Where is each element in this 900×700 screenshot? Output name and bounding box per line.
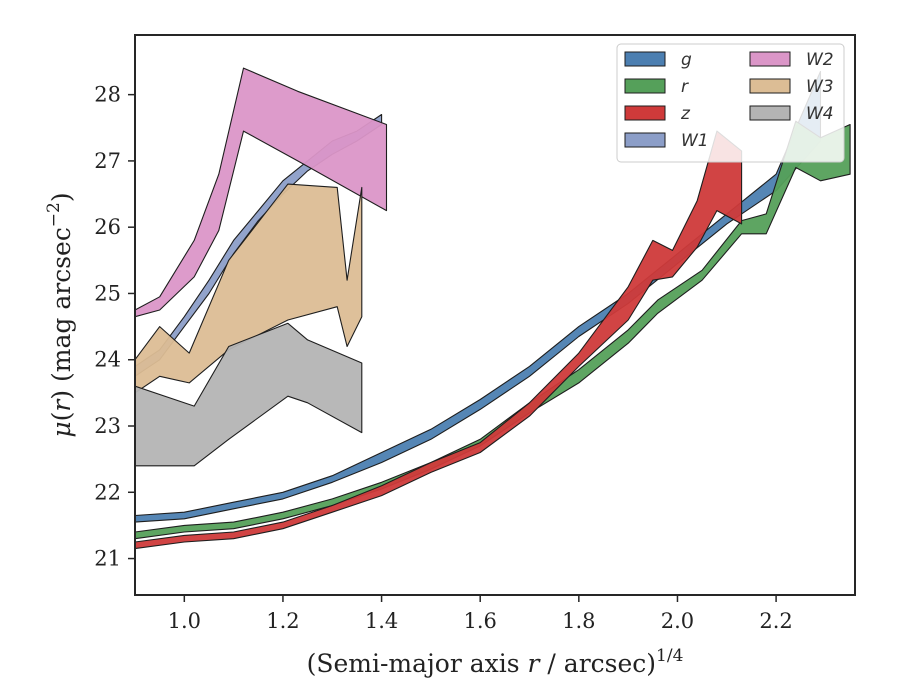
x-tick-label: 2.2: [759, 609, 792, 633]
x-tick-label: 1.4: [365, 609, 398, 633]
x-tick-label: 2.0: [661, 609, 694, 633]
y-tick-label: 21: [94, 547, 121, 571]
series-band-w4: [135, 322, 363, 467]
legend-label-w2: W2: [806, 50, 834, 70]
y-tick-label: 22: [94, 480, 121, 504]
legend-swatch-w2: [749, 51, 791, 67]
x-tick-label: 1.2: [266, 609, 299, 633]
legend-swatch-w4: [749, 105, 791, 121]
legend-swatch-w3: [749, 78, 791, 94]
y-tick-label: 28: [94, 83, 121, 107]
x-tick-label: 1.6: [464, 609, 497, 633]
series-layer: [135, 67, 851, 550]
series-band-w2: [135, 67, 388, 318]
legend: grz W1 W2 W3 W4: [616, 43, 845, 163]
legend-label-z: z: [680, 104, 691, 124]
y-tick-label: 26: [94, 215, 121, 239]
legend-box: [616, 43, 845, 163]
legend-label-g: g: [681, 50, 692, 70]
plot-frame: [134, 34, 856, 596]
legend-swatch-r: [624, 78, 666, 94]
legend-swatch-z: [624, 105, 666, 121]
x-tick-label: 1.8: [562, 609, 595, 633]
x-tick-label: 1.0: [168, 609, 201, 633]
y-axis-label: μ(r) (mag arcsec−2): [44, 192, 76, 437]
legend-label-w3: W3: [806, 77, 834, 97]
legend-label-r: r: [681, 77, 689, 97]
y-tick-label: 27: [94, 149, 121, 173]
y-tick-label: 24: [94, 348, 121, 372]
ticks-layer: 1.0 1.2 1.4 1.6 1.8 2.0 2.2 21 22 23 24 25 26 27 28: [94, 83, 793, 633]
x-axis-label: (Semi-major axis r / arcsec)1/4: [307, 646, 684, 678]
legend-swatch-w1: [624, 132, 666, 148]
y-tick-label: 23: [94, 414, 121, 438]
legend-swatch-g: [624, 51, 666, 67]
y-tick-label: 25: [94, 281, 121, 305]
legend-label-w1: W1: [681, 131, 709, 151]
series-band-w3: [135, 183, 363, 394]
legend-label-w4: W4: [806, 104, 834, 124]
